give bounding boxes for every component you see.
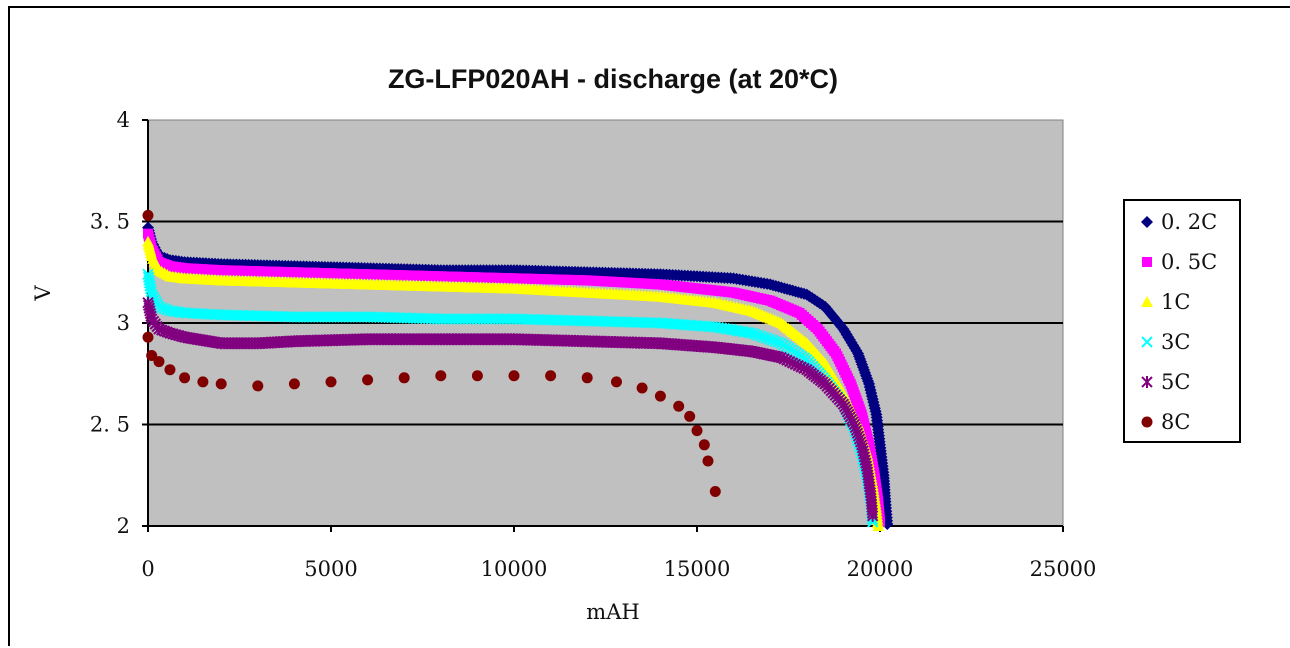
y-tick-label: 4 (117, 108, 130, 132)
x-tick-label: 0 (141, 557, 154, 581)
y-axis-label: V (31, 285, 55, 302)
legend-item: 1C (1141, 290, 1190, 314)
legend: 0. 2C 0. 5C 1C 3C 5C 8C (1123, 199, 1241, 443)
data-point (636, 382, 648, 394)
gridlines (148, 220, 1063, 426)
data-point (398, 372, 410, 384)
data-point (471, 370, 483, 382)
data-point (215, 378, 227, 390)
data-point (362, 374, 374, 386)
legend-label: 0. 2C (1161, 210, 1217, 234)
data-point (508, 370, 520, 382)
data-point (435, 370, 447, 382)
data-point (153, 356, 165, 368)
legend-label: 0. 5C (1161, 250, 1217, 274)
chart-title: ZG-LFP020AH - discharge (at 20*C) (388, 64, 838, 94)
data-point (684, 410, 696, 422)
series-marks (142, 209, 894, 531)
x-axis-ticks: 0 5000 10000 15000 20000 25000 (141, 526, 1096, 581)
data-point (698, 439, 710, 451)
data-point (654, 390, 666, 402)
data-point (325, 376, 337, 388)
x-tick-label: 10000 (481, 557, 548, 581)
data-point (545, 370, 557, 382)
y-tick-label: 3 (117, 311, 130, 335)
chart-svg: ZG-LFP020AH - discharge (at 20*C) 2 2. 5 3… (31, 64, 1241, 624)
legend-item: 0. 5C (1142, 250, 1217, 274)
legend-label: 5C (1161, 370, 1190, 394)
x-tick-label: 15000 (664, 557, 731, 581)
data-point (691, 425, 703, 437)
data-point (142, 331, 154, 343)
legend-marker (1141, 296, 1153, 307)
series-1c (142, 235, 885, 531)
data-point (581, 372, 593, 384)
x-tick-label: 20000 (847, 557, 914, 581)
legend-item: 3C (1141, 330, 1190, 354)
y-axis-ticks: 2 2. 5 3 3. 5 4 (90, 108, 148, 538)
data-point (252, 380, 264, 392)
legend-items: 0. 2C 0. 5C 1C 3C 5C 8C (1141, 210, 1217, 434)
legend-marker (1142, 257, 1152, 267)
legend-item: 5C (1141, 370, 1190, 394)
series-5c (142, 296, 879, 522)
legend-label: 1C (1161, 290, 1190, 314)
x-tick-label: 5000 (304, 557, 357, 581)
data-point (866, 509, 879, 522)
data-point (179, 372, 191, 384)
x-axis-label: mAH (586, 600, 639, 624)
data-point (610, 376, 622, 388)
data-point (288, 378, 300, 390)
data-point (702, 455, 714, 467)
chart-frame: ZG-LFP020AH - discharge (at 20*C) 2 2. 5 3… (8, 6, 1290, 646)
data-point (709, 485, 721, 497)
data-point (673, 400, 685, 412)
data-point (872, 520, 885, 531)
data-point (146, 349, 158, 361)
legend-item: 8C (1141, 410, 1190, 434)
legend-marker (1141, 416, 1153, 428)
legend-item: 0. 2C (1141, 210, 1217, 234)
x-tick-label: 25000 (1030, 557, 1097, 581)
legend-marker (1141, 336, 1153, 348)
data-point (772, 336, 784, 348)
y-tick-label: 3. 5 (90, 210, 130, 234)
legend-box (1123, 199, 1241, 443)
data-point (881, 517, 894, 530)
y-tick-label: 2. 5 (90, 413, 130, 437)
legend-label: 8C (1161, 410, 1190, 434)
y-tick-label: 2 (117, 514, 130, 538)
data-point (197, 376, 209, 388)
legend-label: 3C (1161, 330, 1190, 354)
series-8c (142, 209, 721, 497)
series-05c (143, 228, 885, 527)
legend-marker (1141, 376, 1153, 388)
legend-marker (1141, 216, 1153, 228)
data-point (142, 209, 154, 221)
data-point (164, 364, 176, 376)
